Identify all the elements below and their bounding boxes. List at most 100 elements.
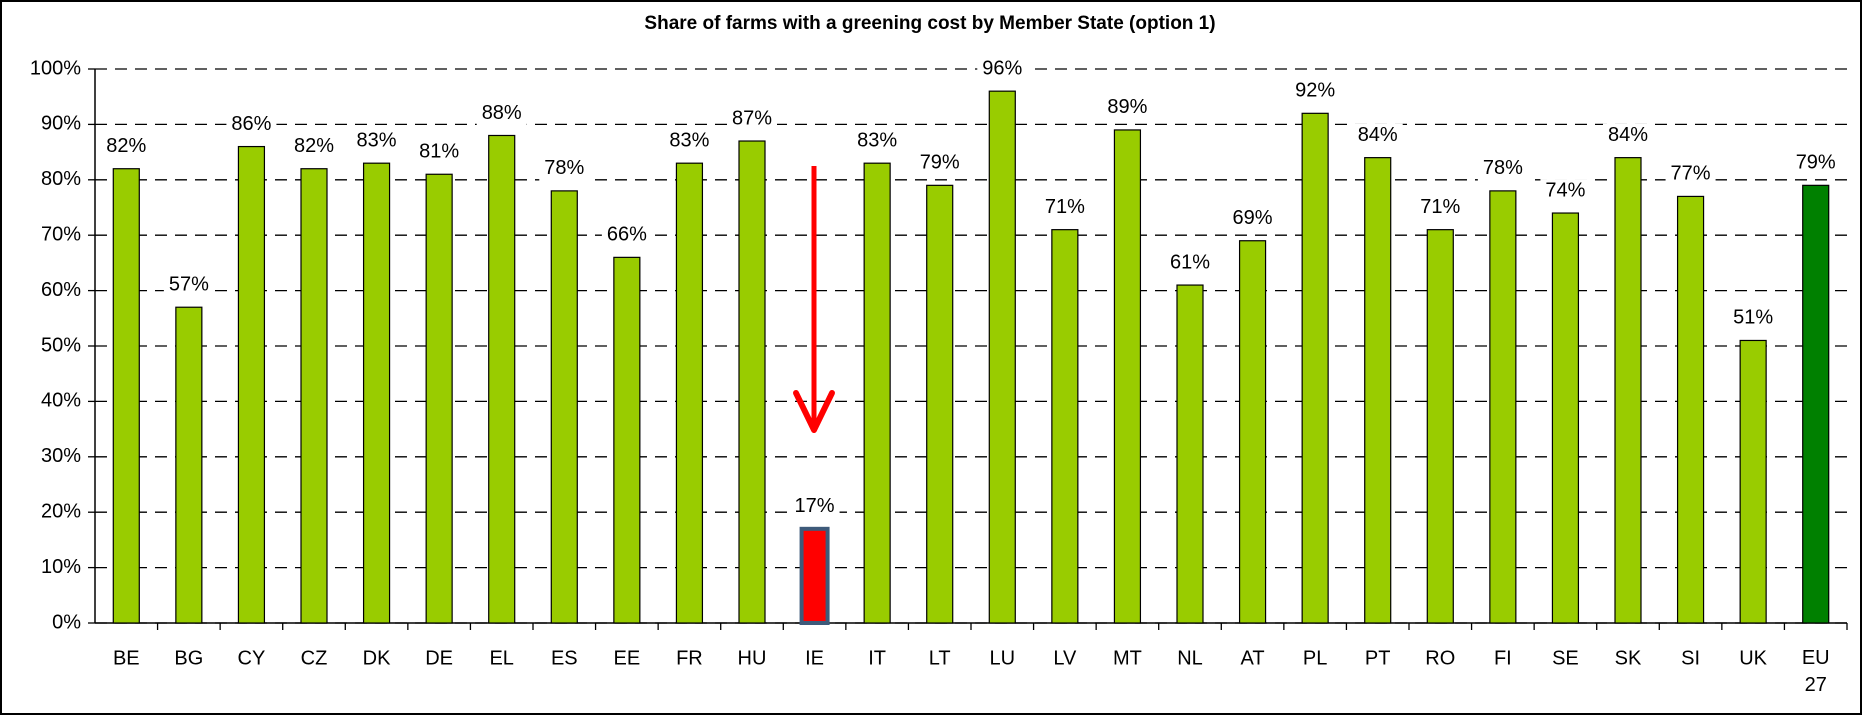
bar [1301,112,1329,624]
y-tick-label: 50% [41,334,81,356]
value-label: 79% [920,152,960,174]
x-tick-label: IE [805,647,824,669]
bar [1426,229,1454,624]
value-label: 78% [544,157,584,179]
x-tick-label: DE [425,647,453,669]
bar [1051,229,1079,624]
value-label-bg [1728,306,1779,331]
bar [237,145,266,624]
x-tick-label: BG [174,647,203,669]
x-tick-label: FI [1494,647,1512,669]
x-tick-label: DK [363,647,391,669]
bar [550,190,578,624]
value-label: 74% [1545,179,1585,201]
bar [926,184,954,624]
value-label-bg [539,156,590,181]
value-label-bg [1290,79,1341,104]
bar [675,162,704,624]
chart-title: Share of farms with a greening cost by M… [644,13,1215,34]
x-tick-label: PL [1303,647,1327,669]
value-label-bg [1352,123,1403,148]
x-tick-label: FR [676,647,703,669]
x-tick-label: SE [1552,647,1579,669]
bar [863,162,891,624]
value-label-bg [226,112,277,137]
value-label: 89% [1107,96,1147,118]
bar [1802,184,1830,624]
value-label: 61% [1170,251,1210,273]
value-label-bg [1039,195,1090,220]
value-label: 87% [732,107,772,129]
y-tick-label: 60% [41,279,81,301]
bar [1614,157,1642,624]
value-label: 83% [357,129,397,151]
value-label: 78% [1483,157,1523,179]
value-label: 82% [294,135,334,157]
value-label: 66% [607,224,647,246]
value-label-bg [1665,162,1716,187]
value-label-bg [977,57,1028,82]
annotation-arrow [793,166,835,433]
x-tick-label: CZ [301,647,328,669]
y-tick-label: 40% [41,390,81,412]
x-tick-label: NL [1177,647,1203,669]
bar [175,306,203,624]
x-tick-label: BE [113,647,140,669]
y-tick-label: 80% [41,168,81,190]
value-label: 84% [1358,124,1398,146]
value-label: 71% [1420,196,1460,218]
bar [988,90,1016,624]
y-tick-label: 20% [41,500,81,522]
value-label: 17% [795,495,835,517]
x-tick-label: MT [1113,647,1142,669]
value-label-bg [789,494,840,519]
bar [425,173,453,624]
y-tick-label: 70% [41,223,81,245]
x-tick-label: LU [989,647,1015,669]
value-label-bg [1477,156,1528,181]
x-tick-label: IT [868,647,886,669]
value-label-bg [914,151,965,176]
x-tick-label: SK [1615,647,1642,669]
value-label-bg [664,129,715,154]
value-label: 82% [106,135,146,157]
value-label-bg [1102,95,1153,120]
y-tick-label: 100% [30,57,81,79]
x-tick-label: ES [551,647,578,669]
value-label-bg [351,129,402,154]
value-label-bg [1165,251,1215,276]
value-label-bg [101,134,152,159]
bar [1176,284,1204,624]
x-tick-label: CY [238,647,266,669]
x-tick-label: EL [489,647,513,669]
x-tick-label: PT [1365,647,1391,669]
x-tick-label: LT [929,647,951,669]
value-label: 81% [419,141,459,163]
bar [1364,157,1392,624]
bar [300,168,328,624]
x-tick-label: LV [1053,647,1077,669]
bar [488,134,516,624]
value-label: 71% [1045,196,1085,218]
x-tick-label: UK [1739,647,1767,669]
value-label: 88% [482,102,522,124]
value-label: 92% [1295,80,1335,102]
value-label: 79% [1796,152,1836,174]
value-label-bg [727,107,777,132]
value-label-bg [1227,206,1278,231]
bar [738,140,766,624]
value-label: 83% [669,129,709,151]
value-label: 84% [1608,124,1648,146]
value-label-bg [414,140,465,165]
value-label: 51% [1733,307,1773,329]
x-tick-label: AT [1241,647,1265,669]
value-label: 57% [169,274,209,296]
value-label: 96% [982,57,1022,79]
value-label: 77% [1671,163,1711,185]
x-tick-label: HU [738,647,767,669]
value-label-bg [163,273,214,298]
bar [613,256,641,624]
bar [1551,212,1580,624]
